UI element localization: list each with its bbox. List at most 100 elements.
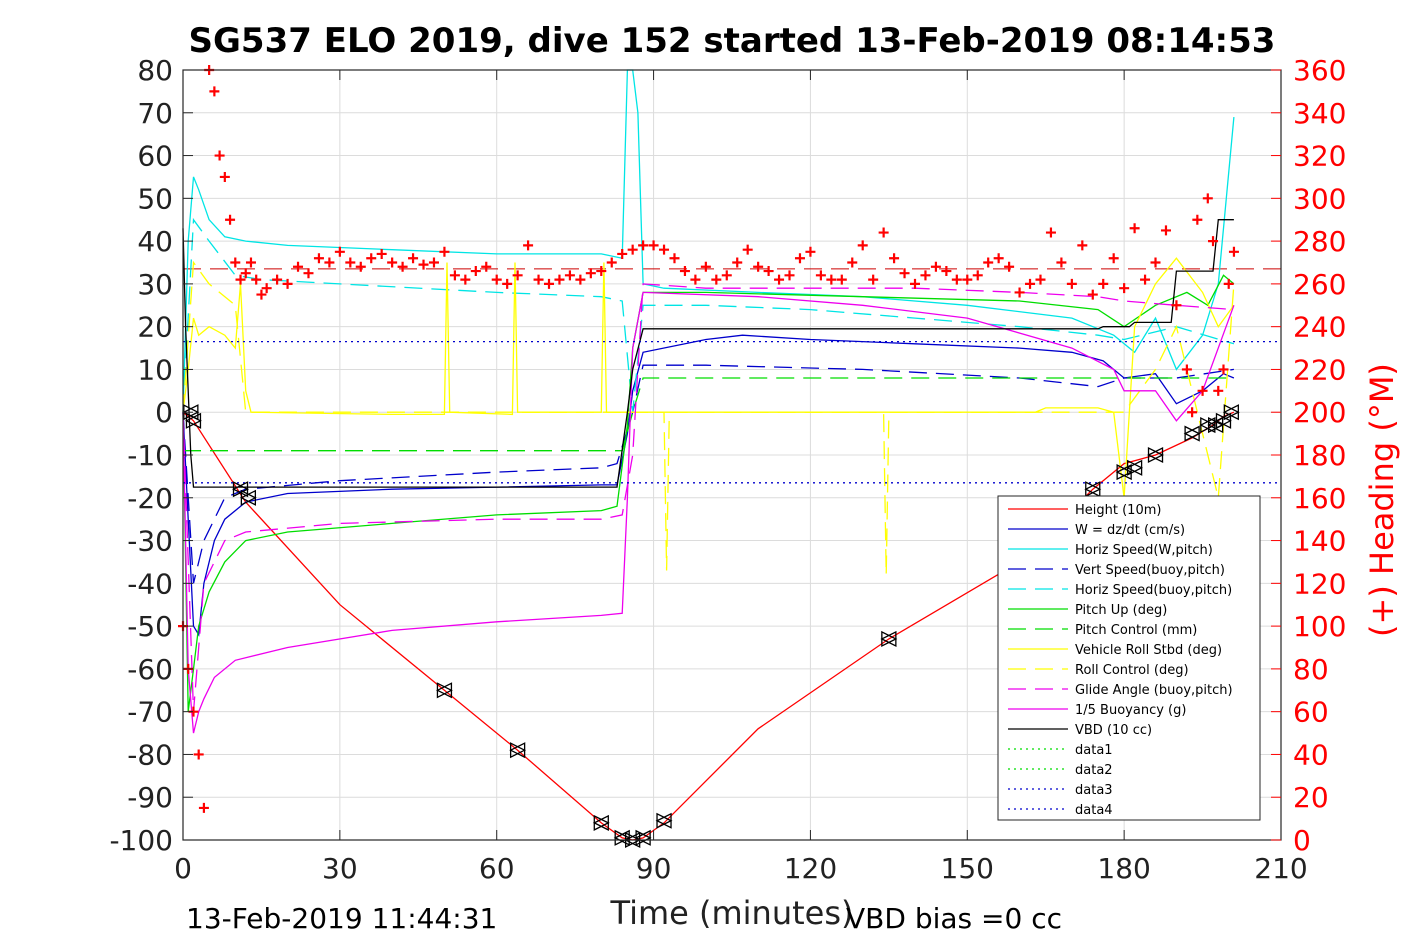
legend-label: Height (10m) <box>1075 503 1161 518</box>
y-tick-label: 40 <box>137 225 173 258</box>
y-tick-label: 20 <box>137 311 173 344</box>
heading-point <box>481 261 492 272</box>
series-line <box>182 283 1234 712</box>
heading-point <box>836 274 847 285</box>
heading-point <box>815 270 826 281</box>
y-tick-label: -70 <box>127 696 173 729</box>
heading-point <box>230 257 241 268</box>
heading-point <box>1181 364 1192 375</box>
legend-label: Pitch Control (mm) <box>1075 623 1197 638</box>
heading-point <box>596 266 607 277</box>
heading-point <box>418 259 429 270</box>
y-tick-label: -20 <box>127 482 173 515</box>
x-axis-label: Time (minutes) <box>610 894 854 932</box>
heading-point <box>282 278 293 289</box>
heading-point <box>868 274 879 285</box>
heading-point <box>245 257 256 268</box>
heading-point <box>240 268 251 279</box>
depth-marker <box>1147 446 1164 464</box>
heading-point <box>470 266 481 277</box>
heading-point <box>219 171 230 182</box>
y2-tick-label: 20 <box>1293 781 1329 814</box>
heading-point <box>638 240 649 251</box>
heading-point <box>993 253 1004 264</box>
heading-point <box>1045 227 1056 238</box>
depth-marker <box>185 412 202 429</box>
heading-point <box>721 270 732 281</box>
legend-label: 1/5 Buoyancy (g) <box>1075 703 1186 718</box>
y2-tick-label: 40 <box>1293 738 1329 771</box>
heading-point <box>805 246 816 257</box>
y2-tick-label: 280 <box>1293 225 1346 258</box>
y-tick-label: 70 <box>137 97 173 130</box>
depth-marker <box>1184 425 1201 442</box>
heading-point <box>554 274 565 285</box>
heading-point <box>617 248 628 259</box>
heading-point <box>711 274 722 285</box>
heading-point <box>732 257 743 268</box>
y2-axis-ticks: 3603403203002802602402202001801601401201… <box>1271 54 1346 857</box>
heading-point <box>910 278 920 289</box>
heading-point <box>564 270 575 281</box>
legend-label: Horiz Speed(buoy,pitch) <box>1075 583 1232 598</box>
heading-point <box>251 274 262 285</box>
heading-point <box>1077 240 1088 251</box>
heading-point <box>1192 214 1203 225</box>
heading-point <box>225 214 236 225</box>
heading-point <box>962 274 973 285</box>
heading-point <box>847 257 858 268</box>
depth-marker <box>1085 481 1102 498</box>
y-axis-ticks: 80 70 60 50 40 30 20 10 0 -10 -20 -30 -40 -50 -60 -70 -8… <box>109 54 193 857</box>
y2-tick-label: 60 <box>1293 696 1329 729</box>
depth-marker <box>436 682 453 699</box>
heading-point <box>1035 274 1046 285</box>
legend-label: Vehicle Roll Stbd (deg) <box>1075 643 1222 658</box>
series-line <box>182 219 1234 488</box>
heading-point <box>214 150 225 161</box>
heading-point <box>303 268 314 279</box>
x-axis-ticks: 0 30 60 90 120 150 180 210 <box>174 70 1308 885</box>
heading-point <box>408 253 419 264</box>
heading-point <box>1004 261 1015 272</box>
series-line <box>182 260 1235 575</box>
y-tick-label: 10 <box>137 353 173 386</box>
heading-point <box>256 289 267 300</box>
series-lines <box>182 69 1281 841</box>
heading-point <box>397 261 408 272</box>
heading-point <box>491 274 502 285</box>
depth-marker <box>614 829 631 846</box>
heading-point <box>763 266 774 277</box>
x-tick-label: 180 <box>1097 852 1150 885</box>
y2-axis-label: (+) Heading (°M) <box>1363 363 1401 637</box>
legend-label: data3 <box>1075 783 1113 798</box>
heading-markers <box>178 65 1239 813</box>
legend-label: W = dz/dt (cm/s) <box>1075 523 1185 538</box>
x-tick-label: 150 <box>941 852 994 885</box>
heading-point <box>193 749 204 760</box>
heading-point <box>324 257 335 268</box>
heading-point <box>366 253 377 264</box>
chart-title: SG537 ELO 2019, dive 152 started 13-Feb-… <box>189 21 1276 61</box>
y-tick-label: -100 <box>109 824 173 857</box>
depth-marker <box>1200 417 1217 434</box>
heading-point <box>753 261 764 272</box>
heading-point <box>648 240 659 251</box>
y-tick-label: 80 <box>137 54 173 87</box>
heading-point <box>659 244 670 255</box>
depth-marker <box>593 814 610 831</box>
heading-point <box>930 261 941 272</box>
heading-point <box>1197 385 1208 396</box>
heading-point <box>774 274 785 285</box>
heading-point <box>899 268 910 279</box>
depth-marker <box>635 829 652 846</box>
heading-point <box>794 253 805 264</box>
heading-point <box>1056 257 1067 268</box>
y-tick-label: -30 <box>127 525 173 558</box>
y2-tick-label: 260 <box>1293 268 1346 301</box>
x-tick-label: 30 <box>322 852 358 885</box>
y2-tick-label: 160 <box>1293 482 1346 515</box>
heading-point <box>313 253 324 264</box>
depth-marker <box>1215 412 1232 429</box>
y-tick-label: -40 <box>127 567 173 600</box>
